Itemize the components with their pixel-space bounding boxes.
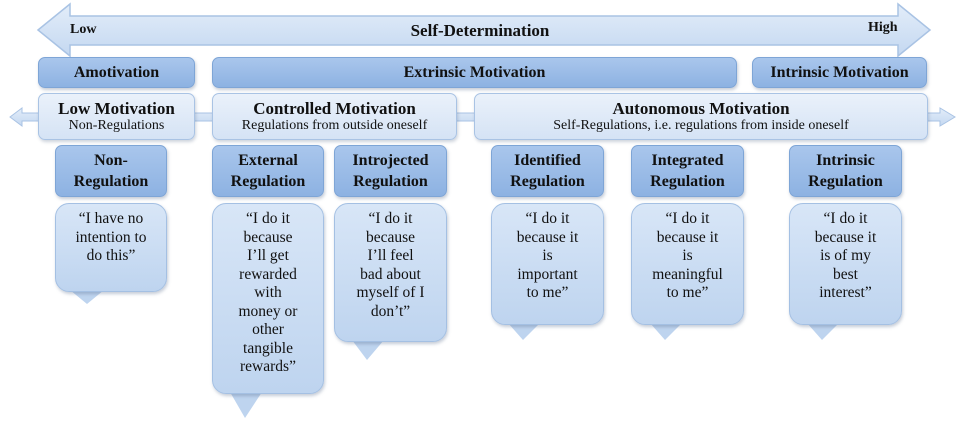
intrinsic-regulation-box: Intrinsic Regulation: [789, 145, 902, 197]
scale-title: Self-Determination: [410, 21, 550, 40]
identified-regulation-quote: “I do it because it is important to me”: [491, 203, 604, 325]
integrated-regulation-quote: “I do it because it is meaningful to me”: [631, 203, 744, 325]
low-motivation-subtitle: Non-Regulations: [68, 118, 165, 133]
introjected-regulation-quote: “I do it because I’ll feel bad about mys…: [334, 203, 447, 342]
self-determination-arrow: [36, 2, 932, 58]
low-motivation-box: Low Motivation Non-Regulations: [38, 93, 195, 140]
callout-tail: [230, 392, 262, 418]
intrinsic-motivation-box: Intrinsic Motivation: [752, 57, 927, 88]
intrinsic-regulation-quote: “I do it because it is of my best intere…: [789, 203, 902, 325]
callout-tail: [807, 323, 839, 340]
non-regulation-quote: “I have no intention to do this”: [55, 203, 167, 292]
autonomous-motivation-subtitle: Self-Regulations, i.e. regulations from …: [553, 118, 849, 133]
callout-tail: [508, 323, 540, 340]
autonomous-motivation-box: Autonomous Motivation Self-Regulations, …: [474, 93, 928, 140]
amotivation-box: Amotivation: [38, 57, 195, 88]
non-regulation-box: Non- Regulation: [55, 145, 167, 197]
low-motivation-title: Low Motivation: [58, 99, 175, 118]
controlled-motivation-subtitle: Regulations from outside oneself: [241, 118, 428, 133]
callout-tail: [70, 290, 104, 304]
callout-tail: [352, 340, 384, 360]
introjected-regulation-box: Introjected Regulation: [334, 145, 447, 197]
callout-tail: [650, 323, 682, 340]
external-regulation-box: External Regulation: [212, 145, 324, 197]
scale-low-label: Low: [70, 22, 97, 37]
scale-high-label: High: [868, 20, 898, 35]
external-regulation-quote: “I do it because I’ll get rewarded with …: [212, 203, 324, 394]
extrinsic-motivation-box: Extrinsic Motivation: [212, 57, 737, 88]
callout-tails: [70, 290, 839, 418]
integrated-regulation-box: Integrated Regulation: [631, 145, 744, 197]
controlled-motivation-title: Controlled Motivation: [253, 99, 416, 118]
controlled-motivation-box: Controlled Motivation Regulations from o…: [212, 93, 457, 140]
autonomous-motivation-title: Autonomous Motivation: [612, 99, 790, 118]
identified-regulation-box: Identified Regulation: [491, 145, 604, 197]
